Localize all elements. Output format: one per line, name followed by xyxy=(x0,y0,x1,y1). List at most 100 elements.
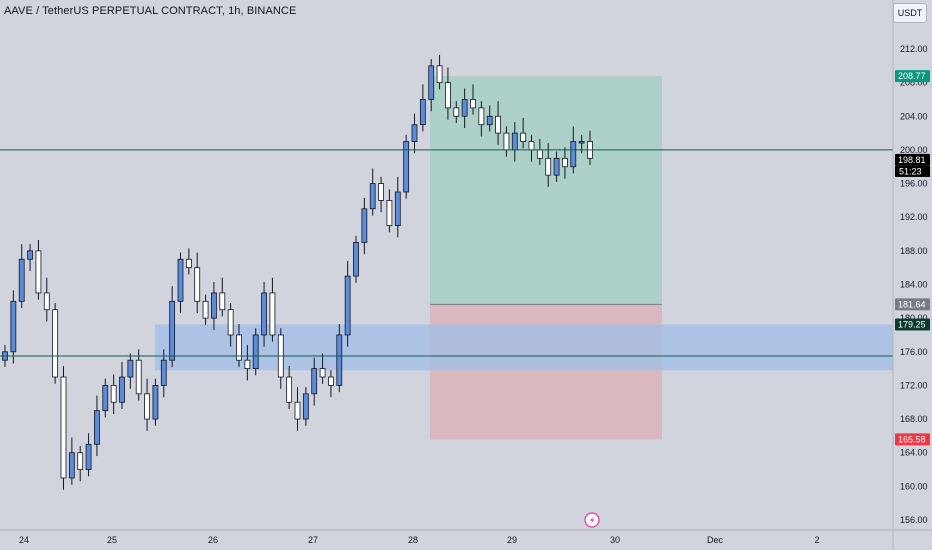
candle[interactable] xyxy=(361,197,368,255)
price-tag-bg xyxy=(895,318,930,331)
quote-currency-button[interactable]: USDT xyxy=(893,3,927,23)
candle[interactable] xyxy=(160,349,167,398)
candle[interactable] xyxy=(119,361,125,409)
candle-body xyxy=(570,141,577,168)
candle[interactable] xyxy=(403,134,410,199)
candle[interactable] xyxy=(411,113,418,154)
price-axis[interactable]: 156.00 160.00 164.00 168.00 172.00 176.00 180.… xyxy=(892,0,928,550)
candle[interactable] xyxy=(545,143,552,187)
candle-body xyxy=(336,334,343,386)
candle[interactable] xyxy=(52,303,59,384)
candle[interactable] xyxy=(127,353,134,389)
candle[interactable] xyxy=(520,117,527,149)
candle[interactable] xyxy=(294,387,301,431)
candle[interactable] xyxy=(386,189,393,233)
candle[interactable] xyxy=(177,252,184,314)
candle-body xyxy=(511,132,518,151)
candle[interactable] xyxy=(328,370,334,398)
candle-body xyxy=(219,292,226,311)
candle[interactable] xyxy=(43,277,50,322)
candle[interactable] xyxy=(478,101,485,137)
candle[interactable] xyxy=(261,281,267,347)
candle[interactable] xyxy=(227,303,234,347)
candle[interactable] xyxy=(461,88,468,129)
candle-body xyxy=(85,443,92,470)
candle[interactable] xyxy=(35,239,42,300)
candle[interactable] xyxy=(419,84,426,132)
candle[interactable] xyxy=(495,101,501,145)
candle[interactable] xyxy=(102,378,109,418)
candle-body xyxy=(77,452,84,470)
candle[interactable] xyxy=(336,324,343,393)
candle-body xyxy=(419,99,426,126)
candle[interactable] xyxy=(85,433,92,477)
chart-title: AAVE / TetherUS PERPETUAL CONTRACT, 1h, … xyxy=(4,5,297,17)
candle-body xyxy=(428,65,435,100)
lightning-icon[interactable] xyxy=(584,512,600,528)
candle[interactable] xyxy=(453,101,460,124)
candle[interactable] xyxy=(553,151,560,182)
candle[interactable] xyxy=(486,105,493,132)
candle[interactable] xyxy=(94,395,100,457)
candle[interactable] xyxy=(68,437,75,485)
candle[interactable] xyxy=(185,248,192,275)
price-tag-bg xyxy=(895,298,930,311)
candle[interactable] xyxy=(269,277,276,342)
candle-body xyxy=(386,199,393,227)
candle-body xyxy=(545,157,552,176)
candle[interactable] xyxy=(378,176,384,213)
candle[interactable] xyxy=(252,328,259,376)
candle[interactable] xyxy=(211,281,217,330)
candle[interactable] xyxy=(77,445,84,482)
candle[interactable] xyxy=(135,349,142,401)
candle[interactable] xyxy=(236,324,242,367)
candle[interactable] xyxy=(110,374,117,415)
candle-body xyxy=(211,292,217,319)
candle-body xyxy=(18,258,25,302)
candle[interactable] xyxy=(169,286,176,367)
countdown-tag: 51:23 xyxy=(895,165,930,177)
price-tag: 198.81 xyxy=(895,153,930,166)
candle[interactable] xyxy=(194,252,201,314)
candle[interactable] xyxy=(436,54,443,90)
candle[interactable] xyxy=(445,67,451,120)
candle[interactable] xyxy=(470,84,476,115)
time-tick-label: 26 xyxy=(208,535,218,545)
candle[interactable] xyxy=(319,353,326,384)
time-tick-label: 24 xyxy=(19,535,29,545)
candle[interactable] xyxy=(562,147,568,179)
candle[interactable] xyxy=(60,366,67,490)
candle[interactable] xyxy=(344,260,351,347)
candle[interactable] xyxy=(27,244,33,272)
candle[interactable] xyxy=(10,290,17,364)
price-tag: 181.64 xyxy=(895,298,930,311)
candle[interactable] xyxy=(219,277,226,317)
price-tick-label: 212.00 xyxy=(900,44,928,54)
candle[interactable] xyxy=(277,328,284,389)
candle[interactable] xyxy=(369,168,376,216)
candle-body xyxy=(319,368,326,378)
candle[interactable] xyxy=(144,378,150,431)
candle-body xyxy=(528,141,535,151)
candle-body xyxy=(311,368,318,395)
candle-body xyxy=(144,393,150,420)
candle-body xyxy=(236,334,242,361)
candle[interactable] xyxy=(311,357,318,406)
candle[interactable] xyxy=(18,244,25,309)
candle[interactable] xyxy=(302,387,309,426)
time-axis[interactable]: 24 25 26 27 28 29 30 Dec 2 xyxy=(0,512,932,545)
candle-body xyxy=(102,385,109,412)
candle[interactable] xyxy=(244,345,251,381)
candle[interactable] xyxy=(394,176,401,238)
candle[interactable] xyxy=(152,378,159,426)
candle[interactable] xyxy=(286,366,293,409)
candle[interactable] xyxy=(428,59,435,112)
target-zone[interactable] xyxy=(430,76,662,305)
candle[interactable] xyxy=(353,235,359,283)
price-tick-label: 168.00 xyxy=(900,414,928,424)
candle-body xyxy=(369,183,376,210)
candle-body xyxy=(578,141,585,144)
candle-body xyxy=(436,65,443,84)
candle[interactable] xyxy=(202,294,209,325)
